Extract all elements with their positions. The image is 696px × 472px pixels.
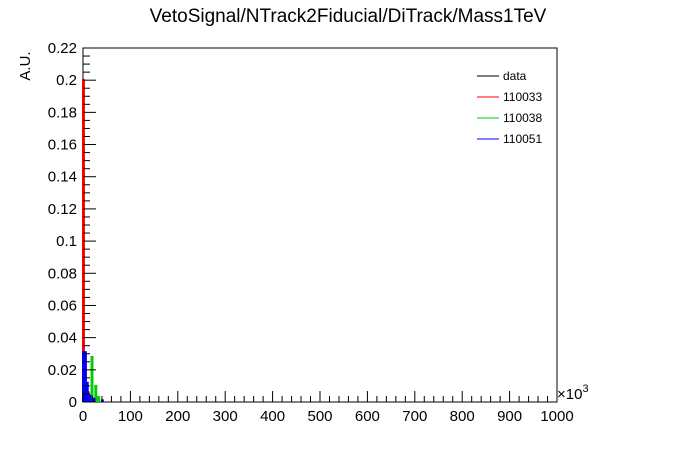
histogram-bar: [94, 384, 98, 402]
x-tick-label: 600: [355, 408, 380, 425]
y-tick-label: 0.14: [48, 169, 77, 186]
x-tick-label: 400: [260, 408, 285, 425]
y-tick-label: 0.06: [48, 297, 77, 314]
x-multiplier-label: ×103: [557, 383, 589, 403]
x-tick-label: 900: [497, 408, 522, 425]
x-tick-label: 200: [165, 408, 190, 425]
y-tick-label: 0.2: [56, 72, 77, 89]
y-tick-label: 0.12: [48, 201, 77, 218]
histogram-bar: [97, 396, 101, 402]
histogram-bar: [90, 355, 94, 402]
x-tick-label: 800: [450, 408, 475, 425]
x-axis: 0 100 200 300 400 500 600 700 800 900 1000: [79, 391, 574, 425]
legend-label: 110033: [503, 90, 542, 104]
y-tick-label: 0: [69, 394, 77, 411]
x-tick-label: 0: [79, 408, 87, 425]
x-tick-label: 700: [402, 408, 427, 425]
y-tick-label: 0.22: [48, 40, 77, 57]
legend-label: 110038: [503, 111, 542, 125]
y-tick-label: 0.18: [48, 104, 77, 121]
histogram-bar: [83, 351, 87, 402]
y-tick-label: 0.02: [48, 362, 77, 379]
y-axis-label: A.U.: [17, 51, 34, 80]
plot-frame: [82, 47, 558, 403]
y-tick-label: 0.08: [48, 265, 77, 282]
histogram-bar: [85, 381, 89, 402]
x-tick-label: 300: [213, 408, 238, 425]
y-axis: 0 0.02 0.04 0.06 0.08 0.1 0.12 0.14 0.16 0.18 0.2 0…: [48, 40, 96, 411]
y-tick-label: 0.16: [48, 137, 77, 154]
histogram-bar: [88, 394, 92, 402]
legend: data 110033 110038 110051: [477, 69, 542, 146]
x-tick-label: 1000: [540, 408, 573, 425]
chart-title: VetoSignal/NTrack2Fiducial/DiTrack/Mass1…: [150, 6, 547, 27]
legend-label: data: [503, 69, 527, 83]
histogram-bar: [92, 397, 96, 402]
x-tick-label: 500: [307, 408, 332, 425]
x-tick-label: 100: [118, 408, 143, 425]
y-tick-label: 0.04: [48, 330, 77, 347]
legend-label: 110051: [503, 132, 542, 146]
y-tick-label: 0.1: [56, 233, 77, 250]
